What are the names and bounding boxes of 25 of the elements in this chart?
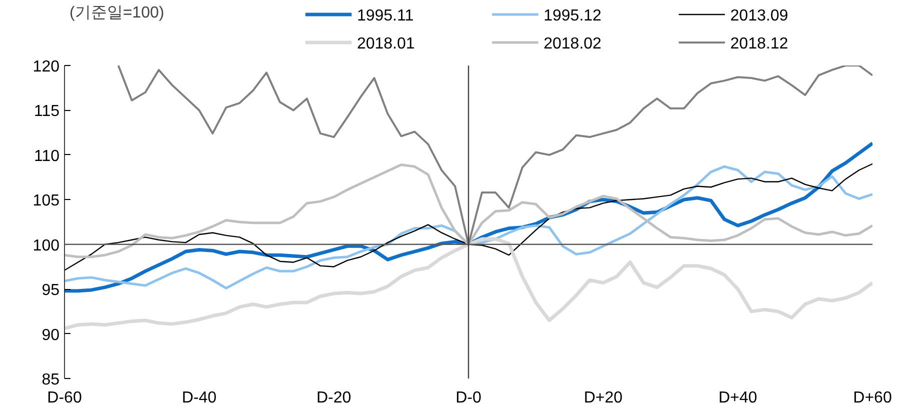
y-tick-label: 105 [32, 192, 60, 210]
y-tick-label: 115 [34, 103, 60, 120]
y-tick-label: 95 [42, 282, 60, 300]
legend-label: 1995.11 [356, 8, 414, 24]
x-tick-label: D-0 [456, 390, 482, 406]
legend-label: 2013.09 [730, 8, 788, 24]
x-tick-label: D-20 [316, 390, 352, 406]
y-axis-title: (기준일=100) [70, 4, 164, 22]
y-tick-label: 120 [32, 58, 60, 76]
legend-label: 2018.01 [356, 36, 415, 52]
x-tick-label: D+60 [853, 390, 892, 406]
x-tick-label: D-60 [47, 390, 82, 406]
y-tick-label: 85 [42, 372, 60, 388]
x-tick-label: D-40 [182, 390, 217, 406]
x-tick-label: D+40 [718, 390, 758, 406]
y-tick-label: 110 [34, 148, 60, 165]
line-series [117, 66, 872, 246]
line-series [64, 237, 872, 330]
legend-label: 1995.12 [544, 8, 602, 24]
y-tick-label: 90 [42, 326, 60, 344]
legend-label: 2018.12 [730, 36, 788, 52]
legend-label: 2018.02 [544, 36, 602, 52]
y-tick-label: 100 [32, 237, 60, 254]
x-tick-label: D+20 [584, 390, 623, 406]
line-series [64, 165, 872, 290]
